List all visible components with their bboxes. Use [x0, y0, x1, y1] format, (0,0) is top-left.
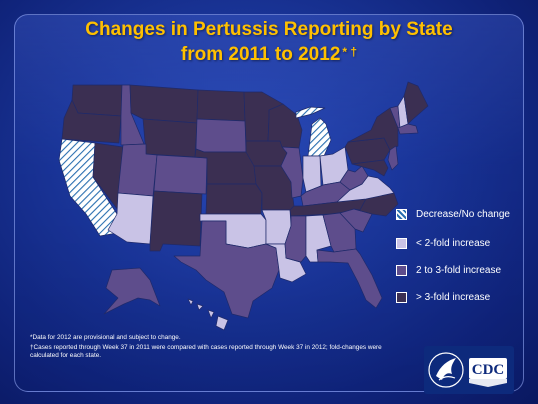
state-nj [387, 145, 399, 171]
footnote-2: †Cases reported through Week 37 in 2011 … [30, 343, 382, 360]
hhs-eagle-icon [428, 352, 464, 388]
title-line-2-text: from 2011 to 2012 [180, 44, 341, 65]
cdc-logo: CDC [424, 346, 514, 394]
state-ia [245, 140, 288, 167]
state-in [302, 155, 322, 193]
state-co [153, 154, 208, 195]
state-mt [129, 84, 199, 124]
state-ak [103, 267, 161, 315]
state-md [351, 159, 389, 177]
state-az [107, 192, 154, 245]
title-line-1: Changes in Pertussis Reporting by State [85, 19, 453, 40]
legend-swatch [396, 265, 407, 276]
legend-label: Decrease/No change [416, 209, 510, 220]
state-or [61, 99, 122, 144]
state-fl [316, 248, 383, 309]
state-me [403, 81, 429, 125]
legend-swatch [396, 209, 407, 220]
state-ma [397, 123, 419, 135]
legend-label: 2 to 3-fold increase [416, 265, 502, 276]
state-wv [339, 165, 369, 191]
state-il [280, 146, 304, 199]
slide-title: Changes in Pertussis Reporting by State … [0, 18, 538, 66]
title-line-2: from 2011 to 2012 * † [0, 41, 538, 66]
cdc-wordmark: CDC [469, 358, 507, 387]
footnotes: *Data for 2012 are provisional and subje… [30, 334, 410, 362]
state-ks [205, 183, 263, 215]
legend-swatch [396, 238, 407, 249]
state-ny [347, 107, 399, 151]
state-hi [187, 298, 229, 331]
title-footnote-marks: * † [342, 45, 358, 59]
legend-label: < 2-fold increase [416, 238, 491, 249]
state-tx [173, 220, 280, 319]
state-mi [295, 106, 332, 157]
state-sd [195, 118, 247, 153]
legend-label: > 3-fold increase [416, 292, 491, 303]
state-nd [196, 89, 246, 122]
state-nm [149, 190, 203, 252]
footnote-1: *Data for 2012 are provisional and subje… [30, 334, 181, 341]
state-sc [339, 208, 373, 233]
state-wa [71, 84, 123, 117]
cdc-logo-text: CDC [472, 362, 505, 378]
legend-swatch [396, 292, 407, 303]
state-wy [142, 118, 198, 158]
